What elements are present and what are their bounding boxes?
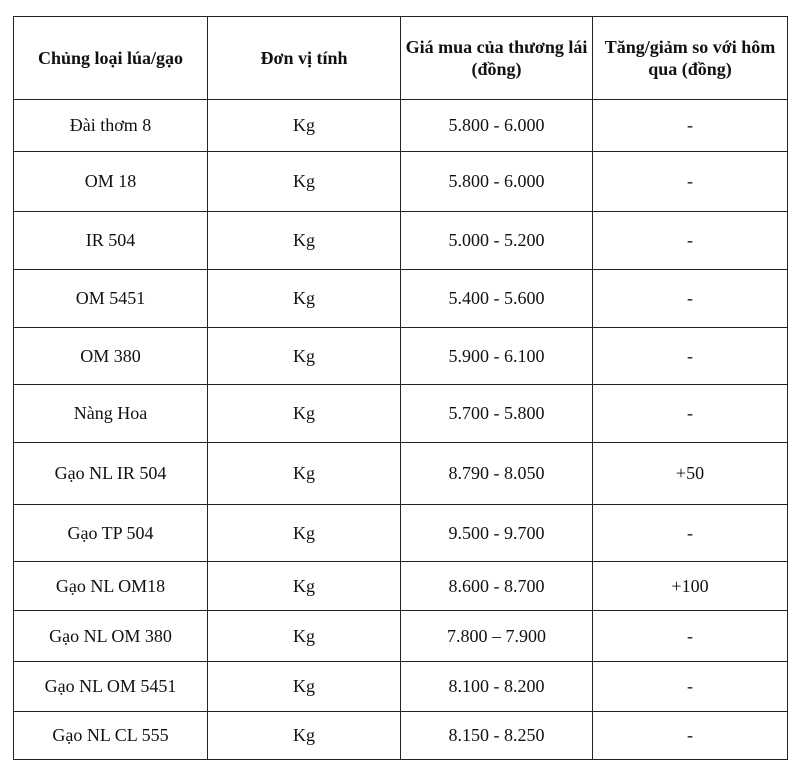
- table-row: IR 504 Kg 5.000 - 5.200-: [13, 211, 788, 270]
- cell-variety: Nàng Hoa: [13, 384, 208, 443]
- cell-change: -: [592, 211, 788, 270]
- cell-variety: Đài thơm 8: [13, 99, 208, 152]
- cell-variety: OM 18: [13, 151, 208, 212]
- cell-change: -: [592, 384, 788, 443]
- cell-change: -: [592, 151, 788, 212]
- cell-unit: Kg: [207, 504, 401, 562]
- table-row: Đài thơm 8 Kg 5.800 - 6.000-: [13, 99, 788, 152]
- table-row: Gạo NL OM18 Kg 8.600 - 8.700 +100: [13, 561, 788, 611]
- cell-unit: Kg: [207, 561, 401, 611]
- cell-price: 5.900 - 6.100: [400, 327, 593, 385]
- cell-variety: Gạo NL OM18: [13, 561, 208, 611]
- cell-price: 5.800 - 6.000: [400, 151, 593, 212]
- cell-price: 9.500 - 9.700: [400, 504, 593, 562]
- table-row: Gạo NL OM 5451 Kg 8.100 - 8.200-: [13, 661, 788, 712]
- cell-unit: Kg: [207, 327, 401, 385]
- header-price: Giá mua của thương lái (đồng): [400, 16, 593, 100]
- cell-change: -: [592, 99, 788, 152]
- cell-variety: IR 504: [13, 211, 208, 270]
- cell-change: +100: [592, 561, 788, 611]
- header-row: Chủng loại lúa/gạo Đơn vị tính Giá mua c…: [13, 16, 788, 100]
- table-row: Gạo NL CL 555 Kg 8.150 - 8.250-: [13, 711, 788, 760]
- cell-unit: Kg: [207, 269, 401, 328]
- cell-unit: Kg: [207, 442, 401, 505]
- cell-price: 8.100 - 8.200: [400, 661, 593, 712]
- cell-change: -: [592, 269, 788, 328]
- header-change: Tăng/giảm so với hôm qua (đồng): [592, 16, 788, 100]
- cell-change: -: [592, 610, 788, 662]
- table-row: Nàng Hoa Kg 5.700 - 5.800-: [13, 384, 788, 443]
- cell-variety: OM 380: [13, 327, 208, 385]
- cell-variety: OM 5451: [13, 269, 208, 328]
- cell-variety: Gạo NL OM 5451: [13, 661, 208, 712]
- cell-change: -: [592, 327, 788, 385]
- rice-price-table: Chủng loại lúa/gạo Đơn vị tính Giá mua c…: [13, 16, 788, 760]
- cell-price: 7.800 – 7.900: [400, 610, 593, 662]
- cell-price: 8.150 - 8.250: [400, 711, 593, 760]
- cell-unit: Kg: [207, 661, 401, 712]
- table-row: OM 5451 Kg 5.400 - 5.600-: [13, 269, 788, 328]
- cell-unit: Kg: [207, 99, 401, 152]
- cell-change: +50: [592, 442, 788, 505]
- cell-price: 5.800 - 6.000: [400, 99, 593, 152]
- cell-variety: Gạo NL CL 555: [13, 711, 208, 760]
- cell-price: 8.600 - 8.700: [400, 561, 593, 611]
- table-row: Gạo NL IR 504 Kg 8.790 - 8.050 +50: [13, 442, 788, 505]
- cell-unit: Kg: [207, 610, 401, 662]
- cell-change: -: [592, 504, 788, 562]
- cell-change: -: [592, 661, 788, 712]
- cell-variety: Gạo NL IR 504: [13, 442, 208, 505]
- table-row: Gạo NL OM 380 Kg 7.800 – 7.900-: [13, 610, 788, 662]
- cell-unit: Kg: [207, 211, 401, 270]
- cell-change: -: [592, 711, 788, 760]
- cell-price: 5.000 - 5.200: [400, 211, 593, 270]
- cell-price: 8.790 - 8.050: [400, 442, 593, 505]
- cell-variety: Gạo TP 504: [13, 504, 208, 562]
- table-row: OM 18 Kg 5.800 - 6.000-: [13, 151, 788, 212]
- cell-unit: Kg: [207, 711, 401, 760]
- table-row: OM 380 Kg 5.900 - 6.100-: [13, 327, 788, 385]
- cell-unit: Kg: [207, 151, 401, 212]
- cell-price: 5.400 - 5.600: [400, 269, 593, 328]
- cell-unit: Kg: [207, 384, 401, 443]
- cell-variety: Gạo NL OM 380: [13, 610, 208, 662]
- cell-price: 5.700 - 5.800: [400, 384, 593, 443]
- header-unit: Đơn vị tính: [207, 16, 401, 100]
- table-row: Gạo TP 504 Kg 9.500 - 9.700-: [13, 504, 788, 562]
- header-variety: Chủng loại lúa/gạo: [13, 16, 208, 100]
